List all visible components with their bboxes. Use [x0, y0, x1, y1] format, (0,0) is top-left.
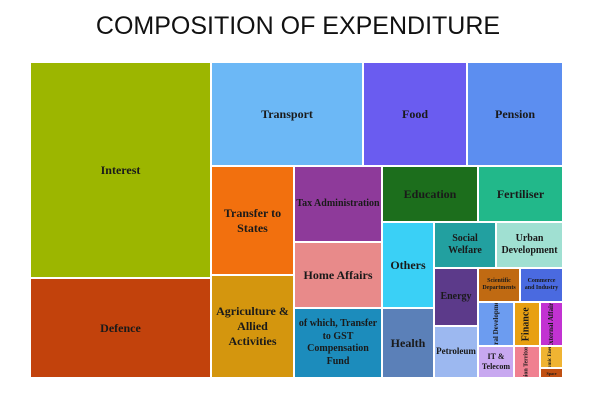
- tile-label: External Affairs: [547, 302, 556, 346]
- treemap-tile: External Affairs: [540, 302, 563, 346]
- treemap-tile: Finance: [514, 302, 540, 346]
- treemap-tile: Urban Development: [496, 222, 563, 268]
- tile-label: Space: [546, 370, 557, 376]
- treemap-tile: Education: [382, 166, 478, 222]
- tile-label: Agriculture & Allied Activities: [216, 304, 289, 348]
- treemap-tile: of which, Transfer to GST Compensation F…: [294, 308, 382, 378]
- treemap-tile: Petroleum: [434, 326, 478, 378]
- tile-label: Transfer to States: [223, 205, 282, 235]
- tile-label: Union Territories: [523, 346, 530, 378]
- treemap-tile: IT & Telecom: [478, 346, 514, 378]
- tile-label: Urban Development: [501, 232, 558, 257]
- tile-label: Food: [401, 106, 428, 121]
- treemap-tile: Health: [382, 308, 434, 378]
- treemap-tile: Agriculture & Allied Activities: [211, 275, 294, 378]
- treemap-tile: Defence: [30, 278, 211, 378]
- treemap-tile: Home Affairs: [294, 242, 382, 308]
- tile-label: Others: [390, 257, 426, 272]
- tile-label: Rural Development: [491, 302, 500, 346]
- treemap-tile: Tax Administration: [294, 166, 382, 242]
- tile-label: Commerce and Industry: [524, 277, 559, 292]
- treemap-tile: Energy: [434, 268, 478, 326]
- tile-label: Social Welfare: [448, 232, 482, 257]
- tile-label: Health: [390, 335, 426, 350]
- treemap-tile: Fertiliser: [478, 166, 563, 222]
- tile-label: Energy: [440, 290, 472, 302]
- tile-label: of which, Transfer to GST Compensation F…: [298, 318, 378, 367]
- tile-label: Education: [403, 186, 457, 201]
- chart-title: COMPOSITION OF EXPENDITURE: [95, 12, 501, 40]
- tile-label: Defence: [100, 320, 141, 335]
- treemap-tile: Transfer to States: [211, 166, 294, 275]
- tile-label: Tax Administration: [296, 197, 380, 209]
- treemap-tile: Union Territories: [514, 346, 540, 378]
- treemap-tile: Transport: [211, 62, 363, 166]
- tile-label: Interest: [100, 162, 141, 177]
- tile-label: Pension: [494, 106, 535, 121]
- treemap-tile: Scientific Departments: [478, 268, 520, 302]
- treemap-tile: Food: [363, 62, 467, 166]
- tile-label: Home Affairs: [303, 267, 373, 282]
- tile-label: Fertiliser: [496, 186, 545, 201]
- treemap-tile: Atomic Energy: [540, 346, 563, 368]
- tile-label: Finance: [520, 307, 532, 341]
- tile-label: Transport: [261, 106, 313, 121]
- tile-label: Scientific Departments: [482, 277, 516, 292]
- treemap-tile: Social Welfare: [434, 222, 496, 268]
- treemap-tile: Space: [540, 368, 563, 378]
- treemap-tile: Pension: [467, 62, 563, 166]
- treemap-tile: Rural Development: [478, 302, 514, 346]
- tile-label: Atomic Energy: [548, 346, 554, 368]
- treemap-tile: Interest: [30, 62, 211, 278]
- treemap-tile: Others: [382, 222, 434, 308]
- tile-label: Petroleum: [436, 346, 476, 357]
- tile-label: IT & Telecom: [481, 352, 511, 371]
- treemap-tile: Commerce and Industry: [520, 268, 563, 302]
